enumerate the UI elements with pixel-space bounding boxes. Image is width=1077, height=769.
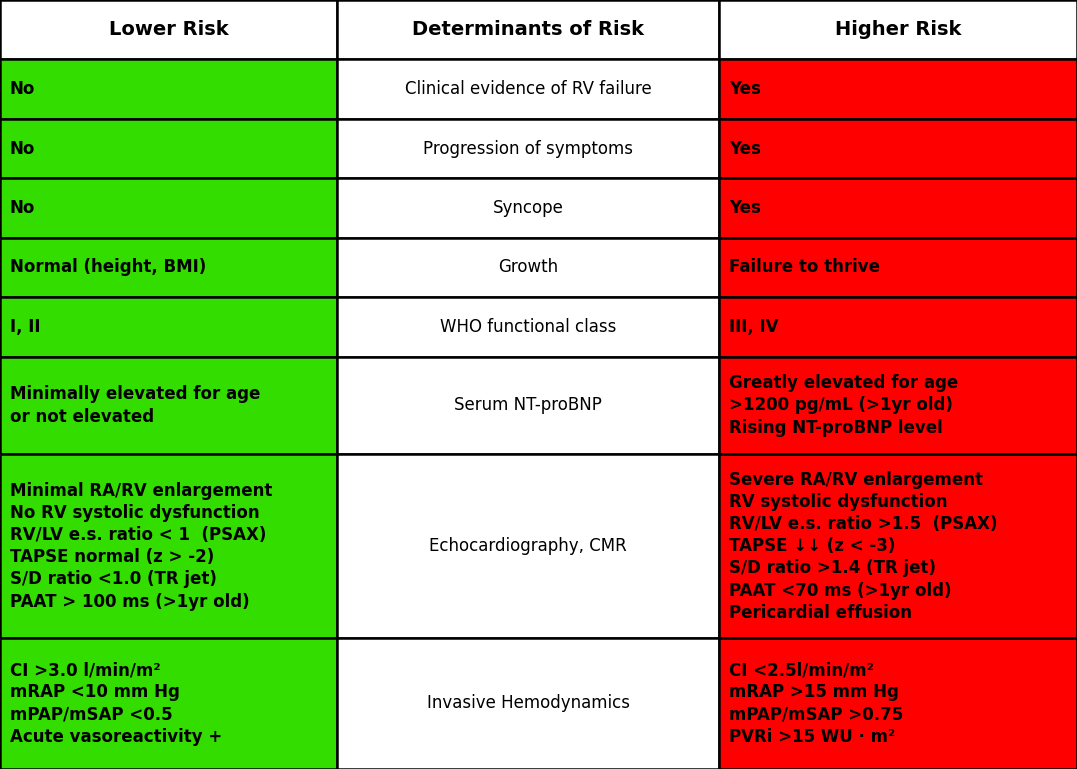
Bar [337,357,719,454]
Text: Lower Risk: Lower Risk [109,20,228,39]
Text: Higher Risk: Higher Risk [835,20,962,39]
Text: Serum NT-proBNP: Serum NT-proBNP [454,397,602,414]
Bar [337,178,719,238]
Text: Severe RA/RV enlargement
RV systolic dysfunction
RV/LV e.s. ratio >1.5  (PSAX)
T: Severe RA/RV enlargement RV systolic dys… [729,471,997,622]
Bar [0,59,337,119]
Bar [0,357,337,454]
Bar [337,59,719,119]
Text: Minimally elevated for age
or not elevated: Minimally elevated for age or not elevat… [10,385,260,425]
Bar [0,178,337,238]
Bar [719,59,1077,119]
Bar [719,238,1077,297]
Text: Minimal RA/RV enlargement
No RV systolic dysfunction
RV/LV e.s. ratio < 1  (PSAX: Minimal RA/RV enlargement No RV systolic… [10,481,272,611]
Text: Echocardiography, CMR: Echocardiography, CMR [430,538,627,555]
Text: Yes: Yes [729,80,761,98]
Text: Determinants of Risk: Determinants of Risk [412,20,644,39]
Text: WHO functional class: WHO functional class [440,318,616,336]
Bar [0,297,337,357]
Text: No: No [10,139,36,158]
Text: Syncope: Syncope [493,199,563,217]
Text: I, II: I, II [10,318,40,336]
Bar [719,638,1077,769]
Bar [0,638,337,769]
Bar [719,297,1077,357]
Bar [337,297,719,357]
Text: Invasive Hemodynamics: Invasive Hemodynamics [426,694,630,712]
Bar [719,0,1077,59]
Bar [0,238,337,297]
Text: No: No [10,80,36,98]
Text: CI <2.5l/min/m²
mRAP >15 mm Hg
mPAP/mSAP >0.75
PVRi >15 WU · m²: CI <2.5l/min/m² mRAP >15 mm Hg mPAP/mSAP… [729,661,904,746]
Text: No: No [10,199,36,217]
Text: Greatly elevated for age
>1200 pg/mL (>1yr old)
Rising NT-proBNP level: Greatly elevated for age >1200 pg/mL (>1… [729,375,959,437]
Bar [0,119,337,178]
Bar [337,638,719,769]
Bar [719,357,1077,454]
Bar [719,119,1077,178]
Text: Clinical evidence of RV failure: Clinical evidence of RV failure [405,80,652,98]
Text: Growth: Growth [499,258,558,276]
Bar [0,454,337,638]
Bar [337,0,719,59]
Text: III, IV: III, IV [729,318,779,336]
Bar [337,119,719,178]
Text: Yes: Yes [729,199,761,217]
Bar [0,0,337,59]
Text: CI >3.0 l/min/m²
mRAP <10 mm Hg
mPAP/mSAP <0.5
Acute vasoreactivity +: CI >3.0 l/min/m² mRAP <10 mm Hg mPAP/mSA… [10,661,222,746]
Text: Failure to thrive: Failure to thrive [729,258,880,276]
Text: Normal (height, BMI): Normal (height, BMI) [10,258,206,276]
Text: Yes: Yes [729,139,761,158]
Bar [337,238,719,297]
Bar [719,454,1077,638]
Bar [337,454,719,638]
Bar [719,178,1077,238]
Text: Progression of symptoms: Progression of symptoms [423,139,633,158]
